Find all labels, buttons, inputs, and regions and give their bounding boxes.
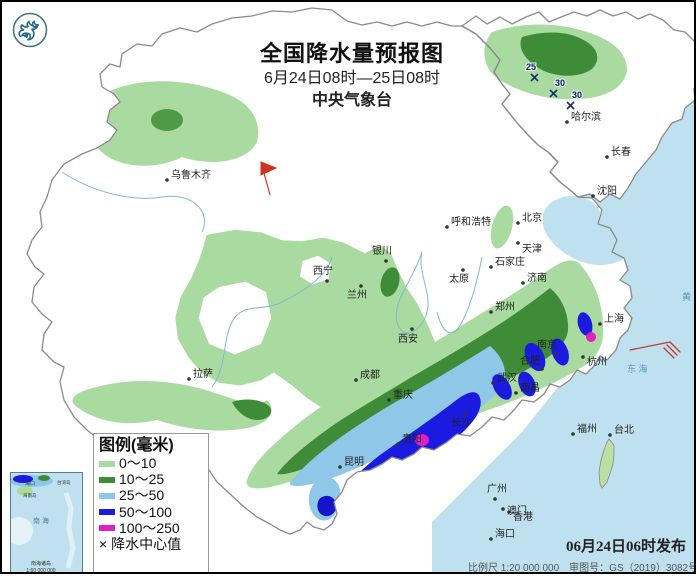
svg-text:南昌: 南昌 — [520, 381, 540, 394]
svg-text:呼和浩特: 呼和浩特 — [451, 216, 491, 228]
svg-text:东 海: 东 海 — [627, 363, 648, 374]
svg-text:拉萨: 拉萨 — [193, 367, 213, 380]
svg-text:杭州: 杭州 — [587, 355, 607, 368]
svg-text:兰州: 兰州 — [347, 288, 367, 301]
svg-text:乌鲁木齐: 乌鲁木齐 — [171, 168, 211, 181]
svg-text:台湾岛: 台湾岛 — [57, 479, 71, 486]
svg-text:广州: 广州 — [487, 483, 507, 495]
svg-text:武汉: 武汉 — [497, 371, 517, 384]
svg-text:南京: 南京 — [537, 338, 557, 351]
svg-text:重庆: 重庆 — [393, 388, 413, 401]
svg-text:成都: 成都 — [360, 369, 380, 381]
svg-text:济南: 济南 — [527, 271, 547, 284]
svg-text:海口: 海口 — [25, 480, 35, 487]
svg-text:石家庄: 石家庄 — [495, 255, 525, 268]
svg-text:西宁: 西宁 — [313, 264, 333, 277]
svg-text:海口: 海口 — [495, 527, 515, 540]
svg-text:太原: 太原 — [449, 272, 469, 285]
svg-text:哈尔滨: 哈尔滨 — [571, 110, 601, 123]
svg-text:福州: 福州 — [577, 422, 597, 435]
svg-text:南海诸岛: 南海诸岛 — [31, 560, 51, 567]
svg-text:长春: 长春 — [611, 146, 631, 158]
svg-text:台北: 台北 — [614, 423, 634, 436]
svg-text:1:60 000 000: 1:60 000 000 — [26, 568, 55, 574]
svg-text:香港: 香港 — [513, 511, 533, 523]
svg-text:海南岛: 海南岛 — [23, 492, 37, 499]
svg-text:贵阳: 贵阳 — [402, 432, 422, 445]
svg-text:银川: 银川 — [372, 244, 392, 257]
svg-text:南 海: 南 海 — [33, 516, 49, 525]
svg-text:沈阳: 沈阳 — [597, 184, 617, 197]
svg-text:昆明: 昆明 — [344, 456, 364, 468]
svg-text:天津: 天津 — [522, 243, 542, 255]
svg-text:黄 海: 黄 海 — [682, 291, 696, 302]
svg-text:上海: 上海 — [604, 312, 624, 325]
svg-text:北京: 北京 — [522, 211, 542, 224]
svg-text:长沙: 长沙 — [451, 417, 471, 429]
svg-text:西安: 西安 — [398, 332, 418, 345]
svg-text:郑州: 郑州 — [495, 300, 515, 313]
svg-text:合肥: 合肥 — [520, 354, 540, 367]
